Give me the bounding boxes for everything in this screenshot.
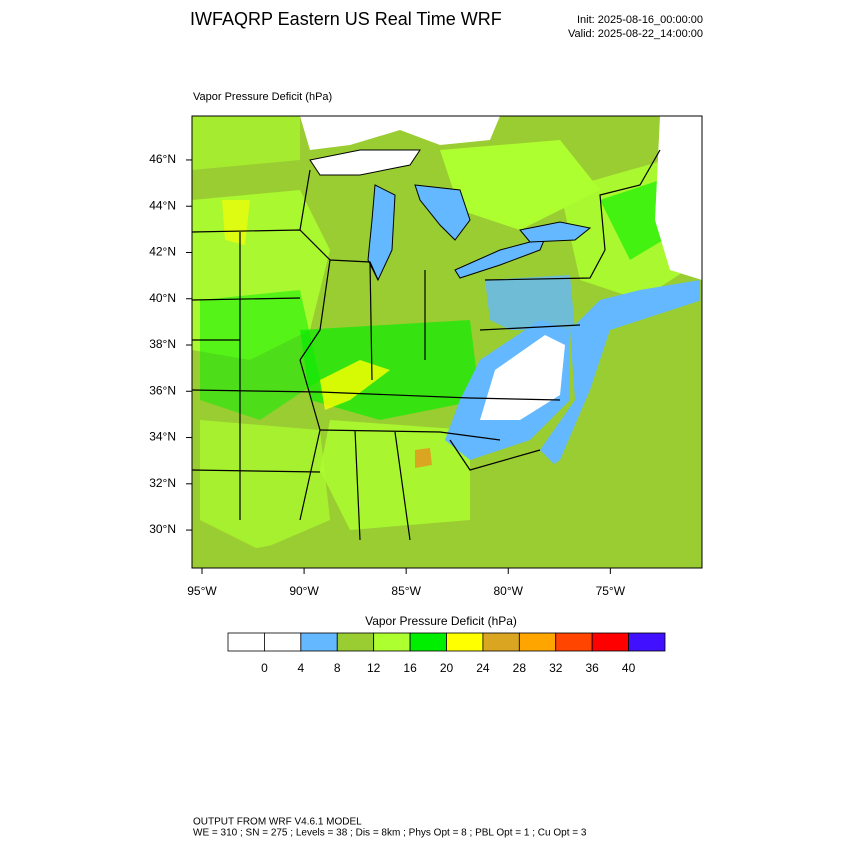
ocean (500, 300, 702, 568)
y-tick-label: 46°N (149, 152, 176, 166)
y-tick-label: 38°N (149, 337, 176, 351)
colorbar-box (300, 632, 338, 652)
colorbar-box (336, 632, 375, 652)
vpd-area (200, 290, 320, 420)
colorbar-label: 24 (476, 661, 490, 675)
colorbar-label: 32 (549, 661, 563, 675)
vpd-area (320, 420, 470, 530)
colorbar-label: 4 (297, 661, 304, 675)
y-tick-label: 42°N (149, 245, 176, 259)
vpd-area (200, 420, 330, 550)
y-tick-label: 44°N (149, 198, 176, 212)
vpd-area (485, 275, 575, 330)
colorbar-label: 28 (513, 661, 527, 675)
vpd-area (192, 116, 300, 170)
lake (300, 116, 500, 150)
colorbar-box (628, 632, 666, 652)
colorbar-box (373, 632, 411, 652)
x-tick-label: 85°W (391, 584, 421, 598)
y-tick-label: 34°N (149, 430, 176, 444)
colorbar-label: 12 (367, 661, 381, 675)
y-tick-label: 40°N (149, 291, 176, 305)
valid-time: Valid: 2025-08-22_14:00:00 (568, 28, 703, 40)
colorbar-label: 36 (585, 661, 599, 675)
vpd-area (440, 140, 600, 230)
footer-line: WE = 310 ; SN = 275 ; Levels = 38 ; Dis … (193, 828, 587, 839)
colorbar-box (227, 632, 265, 652)
y-tick-label: 30°N (149, 522, 176, 536)
vpd-area (320, 360, 390, 410)
colorbar-box (446, 632, 484, 652)
colorbar-box (409, 632, 447, 652)
colorbar-box (482, 632, 520, 652)
lake (519, 221, 592, 243)
footer-line: OUTPUT FROM WRF V4.6.1 MODEL (193, 817, 362, 828)
colorbar-label: 16 (403, 661, 417, 675)
colorbar-box (591, 632, 629, 652)
lake (454, 237, 546, 279)
y-tick-label: 36°N (149, 383, 176, 397)
y-tick-label: 32°N (149, 476, 176, 490)
snowless-area (655, 116, 702, 280)
x-tick-label: 95°W (187, 584, 217, 598)
borders (192, 149, 661, 541)
map-label: Vapor Pressure Deficit (hPa) (193, 91, 332, 103)
colorbar-box (264, 632, 302, 652)
colorbar: 0 4 8 12 16 20 24 28 32 36 40 (227, 632, 666, 675)
map (191, 115, 703, 569)
x-tick-label: 80°W (494, 584, 524, 598)
colorbar-box (555, 632, 593, 652)
colorbar-box (518, 632, 557, 652)
colorbar-label: 8 (334, 661, 341, 675)
gulf (192, 540, 470, 568)
lake (309, 149, 421, 176)
init-time: Init: 2025-08-16_00:00:00 (577, 14, 703, 26)
x-tick-label: 90°W (289, 584, 319, 598)
colorbar-label: 20 (440, 661, 454, 675)
vpd-area (415, 448, 432, 468)
vpd-area (222, 200, 250, 245)
x-tick-label: 75°W (596, 584, 626, 598)
map-frame (191, 115, 703, 569)
colorbar-label: 40 (622, 661, 636, 675)
title: IWFAQRP Eastern US Real Time WRF (190, 9, 502, 29)
lake (414, 184, 471, 241)
colorbar-title: Vapor Pressure Deficit (hPa) (365, 614, 517, 628)
colorbar-label: 0 (261, 661, 268, 675)
